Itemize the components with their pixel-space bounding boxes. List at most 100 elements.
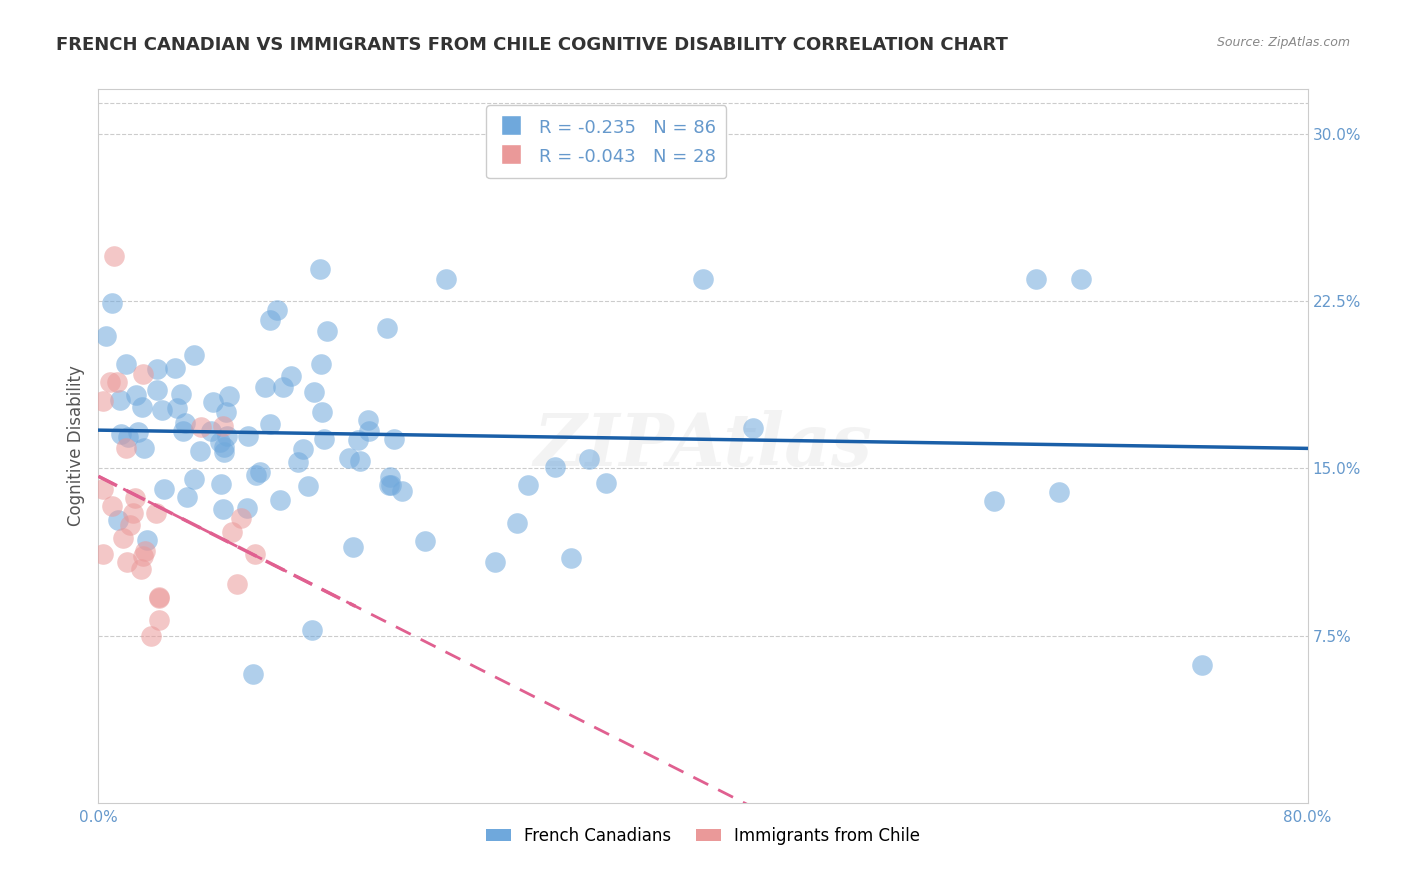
Point xyxy=(115,357,138,371)
Point xyxy=(103,249,125,264)
Point xyxy=(101,500,124,514)
Point xyxy=(214,445,236,459)
Point xyxy=(91,547,114,561)
Point xyxy=(146,383,169,397)
Point xyxy=(124,491,146,505)
Point xyxy=(131,400,153,414)
Point xyxy=(122,506,145,520)
Point xyxy=(211,419,233,434)
Point xyxy=(166,401,188,415)
Point xyxy=(560,550,582,565)
Point xyxy=(190,419,212,434)
Point xyxy=(342,541,364,555)
Point xyxy=(434,271,457,285)
Point xyxy=(132,549,155,563)
Point xyxy=(516,478,538,492)
Point xyxy=(301,623,323,637)
Point xyxy=(266,302,288,317)
Point xyxy=(136,533,159,547)
Point xyxy=(271,380,294,394)
Point xyxy=(595,475,617,490)
Point xyxy=(269,493,291,508)
Point xyxy=(107,512,129,526)
Point xyxy=(292,442,315,457)
Text: Source: ZipAtlas.com: Source: ZipAtlas.com xyxy=(1216,36,1350,49)
Point xyxy=(741,421,763,435)
Point xyxy=(415,534,437,549)
Point xyxy=(91,482,114,496)
Point xyxy=(101,296,124,310)
Point xyxy=(148,591,170,605)
Point xyxy=(183,348,205,362)
Point xyxy=(357,425,380,439)
Point xyxy=(287,454,309,468)
Point xyxy=(94,328,117,343)
Point xyxy=(209,476,232,491)
Point xyxy=(115,441,138,455)
Point xyxy=(183,472,205,486)
Point xyxy=(150,403,173,417)
Point xyxy=(309,262,332,277)
Point xyxy=(243,547,266,561)
Point xyxy=(236,429,259,443)
Point xyxy=(314,432,336,446)
Point xyxy=(384,432,406,446)
Point xyxy=(391,484,413,499)
Point xyxy=(297,479,319,493)
Point xyxy=(91,394,114,409)
Point xyxy=(378,469,401,483)
Point xyxy=(280,369,302,384)
Point xyxy=(148,613,170,627)
Y-axis label: Cognitive Disability: Cognitive Disability xyxy=(66,366,84,526)
Point xyxy=(145,361,167,376)
Point xyxy=(188,443,211,458)
Point xyxy=(375,320,398,334)
Point xyxy=(176,490,198,504)
Point xyxy=(127,425,149,440)
Point xyxy=(302,384,325,399)
Point xyxy=(249,465,271,479)
Point xyxy=(117,430,139,444)
Point xyxy=(661,161,683,175)
Point xyxy=(120,517,142,532)
Point xyxy=(112,531,135,545)
Point xyxy=(245,468,267,483)
Point xyxy=(259,313,281,327)
Point xyxy=(212,440,235,454)
Point xyxy=(172,424,194,438)
Point xyxy=(311,405,333,419)
Point xyxy=(212,502,235,516)
Point xyxy=(983,493,1005,508)
Point xyxy=(217,429,239,443)
Point xyxy=(163,360,186,375)
Point xyxy=(242,667,264,681)
Point xyxy=(218,389,240,403)
Point xyxy=(208,434,231,449)
Legend: French Canadians, Immigrants from Chile: French Canadians, Immigrants from Chile xyxy=(479,821,927,852)
Point xyxy=(148,591,170,605)
Point xyxy=(692,271,714,285)
Point xyxy=(169,386,191,401)
Point xyxy=(236,501,259,516)
Point xyxy=(484,555,506,569)
Point xyxy=(543,460,565,475)
Point xyxy=(115,555,138,569)
Point xyxy=(253,379,276,393)
Point xyxy=(380,478,402,492)
Point xyxy=(315,324,337,338)
Text: ZIPAtlas: ZIPAtlas xyxy=(534,410,872,482)
Point xyxy=(1024,271,1046,285)
Point xyxy=(132,367,155,381)
Point xyxy=(152,483,174,497)
Point xyxy=(357,413,380,427)
Point xyxy=(131,562,153,576)
Point xyxy=(125,388,148,402)
Point xyxy=(215,404,238,418)
Point xyxy=(145,506,167,520)
Point xyxy=(229,511,252,525)
Point xyxy=(578,452,600,467)
Point xyxy=(202,395,225,409)
Point xyxy=(134,544,156,558)
Point xyxy=(337,450,360,465)
Point xyxy=(200,424,222,438)
